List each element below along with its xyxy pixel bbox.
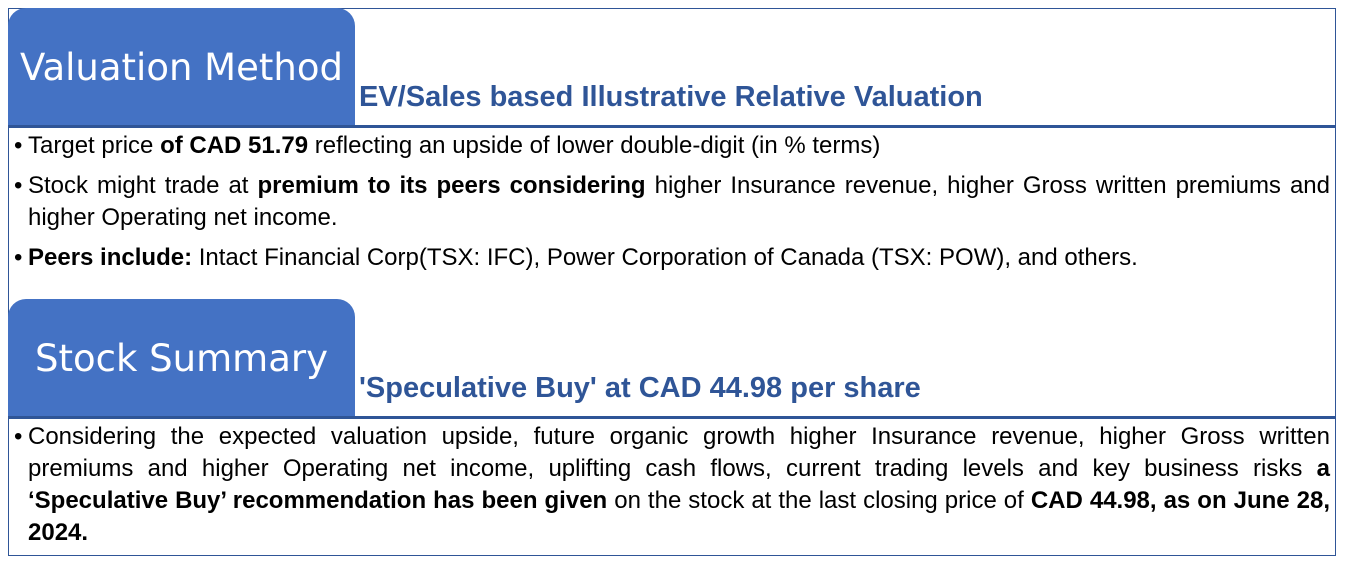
text: Intact Financial Corp(TSX: IFC), Power C… xyxy=(192,244,1138,271)
bullet-icon: • xyxy=(14,172,23,199)
valuation-divider xyxy=(8,125,1336,128)
valuation-tab: Valuation Method xyxy=(8,8,355,126)
text: Stock might trade at xyxy=(28,172,258,199)
bold-text: a ‘Speculative Buy’ recommendation has b… xyxy=(28,455,1330,514)
text: on the stock at the last closing price o… xyxy=(607,487,1031,514)
bullet-item: • Considering the expected valuation upsi… xyxy=(14,421,1330,549)
summary-subtitle: 'Speculative Buy' at CAD 44.98 per share xyxy=(359,372,921,404)
bullet-item: • Peers include: Intact Financial Corp(TS… xyxy=(14,242,1330,274)
bullet-icon: • xyxy=(14,244,23,271)
bold-text: of CAD 51.79 xyxy=(160,132,309,159)
summary-bullet-list: • Considering the expected valuation upsi… xyxy=(14,421,1330,557)
bullet-icon: • xyxy=(14,132,23,159)
valuation-subtitle: EV/Sales based Illustrative Relative Val… xyxy=(359,81,983,113)
bullet-item: • Target price of CAD 51.79 reflecting an… xyxy=(14,130,1330,162)
text: reflecting an upside of lower double-dig… xyxy=(308,132,881,159)
valuation-bullet-list: • Target price of CAD 51.79 reflecting an… xyxy=(14,130,1330,282)
bold-text: Peers include: xyxy=(28,244,193,271)
summary-divider xyxy=(8,416,1336,419)
text: Target price xyxy=(28,132,161,159)
text: Considering the expected valuation upsid… xyxy=(28,423,1330,482)
text: higher Insurance revenue, higher Gross w… xyxy=(28,172,1330,231)
bullet-item: • Stock might trade at premium to its pee… xyxy=(14,170,1330,234)
summary-tab: Stock Summary xyxy=(8,299,355,417)
content-frame xyxy=(8,8,1336,556)
bullet-icon: • xyxy=(14,423,23,450)
bold-text: CAD 44.98, as on June 28, 2024. xyxy=(28,487,1330,546)
bold-text: premium to its peers considering xyxy=(257,172,646,199)
